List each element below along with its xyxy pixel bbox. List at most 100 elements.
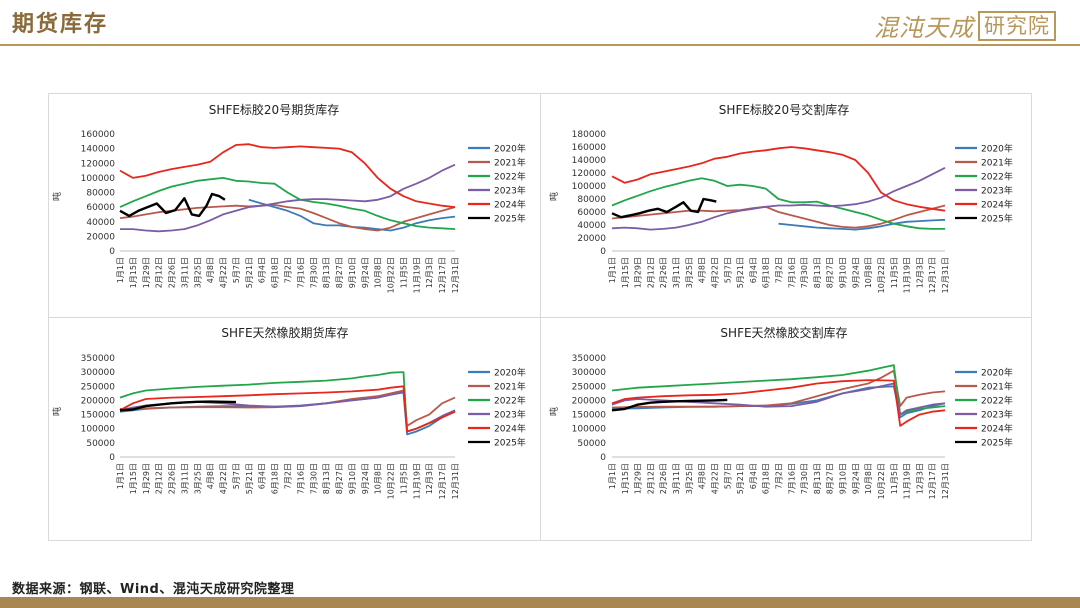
x-tick-label: 9月24日 bbox=[361, 463, 370, 494]
x-tick-label: 2月12日 bbox=[155, 257, 164, 288]
x-tick-label: 2月26日 bbox=[659, 463, 668, 494]
legend-label: 2020年 bbox=[981, 367, 1013, 379]
x-tick-label: 12月3日 bbox=[425, 463, 434, 494]
x-tick-label: 7月2日 bbox=[775, 463, 784, 489]
x-tick-label: 3月25日 bbox=[685, 257, 694, 288]
x-tick-label: 8月27日 bbox=[826, 257, 835, 288]
legend-label: 2023年 bbox=[494, 409, 526, 421]
series-line-2023年 bbox=[611, 382, 946, 416]
x-tick-label: 7月30日 bbox=[800, 257, 809, 288]
x-tick-label: 3月11日 bbox=[180, 463, 189, 494]
x-tick-label: 7月16日 bbox=[296, 463, 305, 494]
x-tick-label: 7月16日 bbox=[787, 257, 796, 288]
y-tick-label: 0 bbox=[600, 453, 606, 463]
x-tick-label: 9月10日 bbox=[839, 257, 848, 288]
legend-label: 2020年 bbox=[981, 143, 1013, 155]
legend-label: 2025年 bbox=[981, 213, 1013, 225]
x-tick-label: 5月21日 bbox=[736, 257, 745, 288]
x-tick-label: 7月30日 bbox=[800, 463, 809, 494]
x-tick-label: 1月15日 bbox=[621, 257, 630, 288]
x-tick-label: 2月26日 bbox=[659, 257, 668, 288]
y-tick-label: 300000 bbox=[81, 368, 116, 378]
x-tick-label: 5月21日 bbox=[245, 463, 254, 494]
legend-label: 2020年 bbox=[494, 143, 526, 155]
y-tick-label: 180000 bbox=[572, 130, 607, 140]
x-tick-label: 6月18日 bbox=[762, 257, 771, 288]
x-tick-label: 9月10日 bbox=[839, 463, 848, 494]
y-tick-label: 50000 bbox=[86, 439, 115, 449]
x-tick-label: 9月24日 bbox=[851, 257, 860, 288]
x-tick-label: 6月4日 bbox=[258, 463, 267, 489]
x-tick-label: 4月8日 bbox=[698, 257, 707, 283]
x-tick-label: 2月12日 bbox=[646, 463, 655, 494]
series-line-2022年 bbox=[611, 364, 946, 416]
y-tick-label: 100000 bbox=[81, 425, 116, 435]
chart-title: SHFE天然橡胶期货库存 bbox=[221, 325, 348, 340]
series-line-2025年 bbox=[119, 400, 237, 412]
x-tick-label: 1月1日 bbox=[608, 463, 617, 489]
legend-label: 2021年 bbox=[494, 381, 526, 393]
series-line-2020年 bbox=[778, 218, 946, 231]
legend-label: 2024年 bbox=[494, 199, 526, 211]
x-tick-label: 1月29日 bbox=[634, 257, 643, 288]
x-tick-label: 7月30日 bbox=[309, 257, 318, 288]
x-tick-label: 10月8日 bbox=[864, 463, 873, 494]
source-note: 数据来源：钢联、Wind、混沌天成研究院整理 bbox=[12, 582, 295, 597]
x-tick-label: 11月19日 bbox=[412, 257, 421, 293]
y-tick-label: 140000 bbox=[81, 145, 116, 155]
x-tick-label: 1月29日 bbox=[142, 257, 151, 288]
x-tick-label: 9月10日 bbox=[348, 257, 357, 288]
x-tick-label: 12月31日 bbox=[451, 463, 460, 499]
x-tick-label: 2月12日 bbox=[155, 463, 164, 494]
x-tick-label: 12月17日 bbox=[438, 257, 447, 293]
chart-title: SHFE标胶20号期货库存 bbox=[209, 102, 339, 117]
x-tick-label: 6月4日 bbox=[749, 257, 758, 283]
y-tick-label: 20000 bbox=[577, 234, 606, 244]
x-tick-label: 1月15日 bbox=[621, 463, 630, 494]
logo-box-text: 研究院 bbox=[978, 10, 1056, 41]
x-tick-label: 8月13日 bbox=[322, 257, 331, 288]
y-tick-label: 80000 bbox=[577, 195, 606, 205]
x-tick-label: 12月17日 bbox=[928, 463, 937, 499]
y-tick-label: 40000 bbox=[577, 221, 606, 231]
x-tick-label: 1月1日 bbox=[608, 257, 617, 283]
legend-label: 2024年 bbox=[981, 423, 1013, 435]
series-line-2023年 bbox=[611, 166, 946, 231]
series-line-2021年 bbox=[611, 369, 946, 409]
x-tick-label: 7月2日 bbox=[284, 257, 293, 283]
x-tick-label: 7月16日 bbox=[296, 257, 305, 288]
x-tick-label: 7月16日 bbox=[787, 463, 796, 494]
y-tick-label: 160000 bbox=[572, 143, 607, 153]
x-tick-label: 10月22日 bbox=[877, 257, 886, 293]
x-tick-label: 5月21日 bbox=[245, 257, 254, 288]
x-tick-label: 1月1日 bbox=[116, 463, 125, 489]
x-tick-label: 6月4日 bbox=[258, 257, 267, 283]
y-tick-label: 350000 bbox=[572, 354, 607, 364]
x-tick-label: 8月13日 bbox=[813, 257, 822, 288]
x-tick-label: 1月29日 bbox=[142, 463, 151, 494]
legend-label: 2023年 bbox=[981, 409, 1013, 421]
legend-label: 2021年 bbox=[494, 157, 526, 169]
x-tick-label: 10月22日 bbox=[387, 463, 396, 499]
chart-title: SHFE标胶20号交割库存 bbox=[719, 102, 849, 117]
chart-title: SHFE天然橡胶交割库存 bbox=[720, 325, 847, 340]
series-line-2022年 bbox=[119, 176, 456, 230]
x-tick-label: 10月8日 bbox=[374, 257, 383, 288]
y-axis-label: 吨 bbox=[548, 192, 560, 201]
y-axis-label: 吨 bbox=[51, 407, 63, 416]
x-tick-label: 3月11日 bbox=[672, 463, 681, 494]
y-tick-label: 0 bbox=[109, 453, 115, 463]
y-tick-label: 100000 bbox=[81, 174, 116, 184]
y-tick-label: 150000 bbox=[81, 411, 116, 421]
x-tick-label: 1月15日 bbox=[129, 463, 138, 494]
series-line-2023年 bbox=[120, 163, 456, 233]
x-tick-label: 11月5日 bbox=[890, 257, 899, 288]
y-tick-label: 140000 bbox=[572, 156, 607, 166]
x-tick-label: 12月17日 bbox=[928, 257, 937, 293]
x-tick-label: 6月18日 bbox=[271, 463, 280, 494]
x-tick-label: 12月3日 bbox=[425, 257, 434, 288]
